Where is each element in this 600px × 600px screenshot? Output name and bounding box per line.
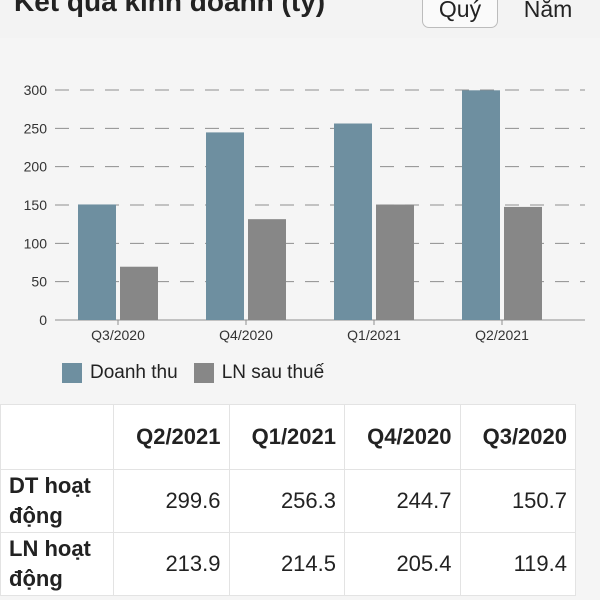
bar-revenue-q3-2020[interactable] <box>78 204 116 320</box>
legend-swatch-revenue <box>62 363 82 383</box>
y-tick-label: 0 <box>39 312 47 328</box>
table-header-row: Q2/2021 Q1/2021 Q4/2020 Q3/2020 <box>0 404 576 470</box>
header: Kết quả kinh doanh (tỷ) Quý Năm <box>0 0 600 38</box>
bar-profit-q3-2020[interactable] <box>120 266 158 320</box>
y-tick-label: 50 <box>31 274 47 290</box>
table-cell: 119.4 <box>459 532 576 596</box>
table-cell: 299.6 <box>113 469 230 533</box>
table-cell: 150.7 <box>459 469 576 533</box>
x-tick-label: Q1/2021 <box>347 327 401 343</box>
table-cell: 256.3 <box>228 469 345 533</box>
table-header-q3-2020: Q3/2020 <box>459 404 576 470</box>
bar-profit-q1-2021[interactable] <box>376 204 414 320</box>
chart-legend: Doanh thu LN sau thuế <box>62 362 340 384</box>
table-cell: 244.7 <box>344 469 461 533</box>
legend-item-revenue[interactable]: Doanh thu <box>62 362 178 384</box>
table-row: LN hoạt động 213.9 214.5 205.4 119.4 <box>0 532 576 596</box>
period-quarter-button[interactable]: Quý <box>422 0 498 28</box>
table-cell: 213.9 <box>113 532 230 596</box>
bar-revenue-q1-2021[interactable] <box>334 123 372 321</box>
results-table-container: Q2/2021 Q1/2021 Q4/2020 Q3/2020 DT hoạt … <box>0 400 600 600</box>
bar-profit-q2-2021[interactable] <box>504 206 542 320</box>
y-tick-label: 250 <box>24 120 48 136</box>
table-header-q1-2021: Q1/2021 <box>228 404 345 470</box>
legend-label-profit: LN sau thuế <box>221 362 325 383</box>
x-tick-label: Q4/2020 <box>219 327 273 343</box>
y-tick-label: 200 <box>24 159 48 175</box>
table-cell: 214.5 <box>228 532 345 596</box>
chart-card: 0 50 100 150 200 250 300 Q3/2020 Q4/2020 Q1/2021 Q… <box>0 38 600 400</box>
y-tick-label: 300 <box>24 82 48 98</box>
period-year-button[interactable]: Năm <box>508 0 588 28</box>
table-header-q2-2021: Q2/2021 <box>113 404 230 470</box>
x-tick-label: Q2/2021 <box>475 327 529 343</box>
row-label-revenue: DT hoạt động <box>0 469 114 533</box>
results-table: Q2/2021 Q1/2021 Q4/2020 Q3/2020 DT hoạt … <box>0 404 576 596</box>
legend-item-profit[interactable]: LN sau thuế <box>193 362 325 384</box>
x-tick-label: Q3/2020 <box>91 327 145 343</box>
table-header-empty <box>0 404 114 470</box>
bar-revenue-q4-2020[interactable] <box>206 132 244 320</box>
legend-label-revenue: Doanh thu <box>90 362 178 383</box>
legend-swatch-profit <box>193 363 214 383</box>
bar-revenue-q2-2021[interactable] <box>462 90 500 320</box>
bar-profit-q4-2020[interactable] <box>248 219 286 320</box>
table-row: DT hoạt động 299.6 256.3 244.7 150.7 <box>0 469 576 533</box>
table-cell: 205.4 <box>344 532 461 596</box>
y-tick-label: 150 <box>24 197 48 213</box>
row-label-profit: LN hoạt động <box>0 532 114 596</box>
page-title: Kết quả kinh doanh (tỷ) <box>14 0 326 17</box>
table-header-q4-2020: Q4/2020 <box>344 404 461 470</box>
bar-chart: 0 50 100 150 200 250 300 Q3/2020 Q4/2020 Q1/2021 Q… <box>24 82 585 343</box>
y-tick-label: 100 <box>24 235 48 251</box>
